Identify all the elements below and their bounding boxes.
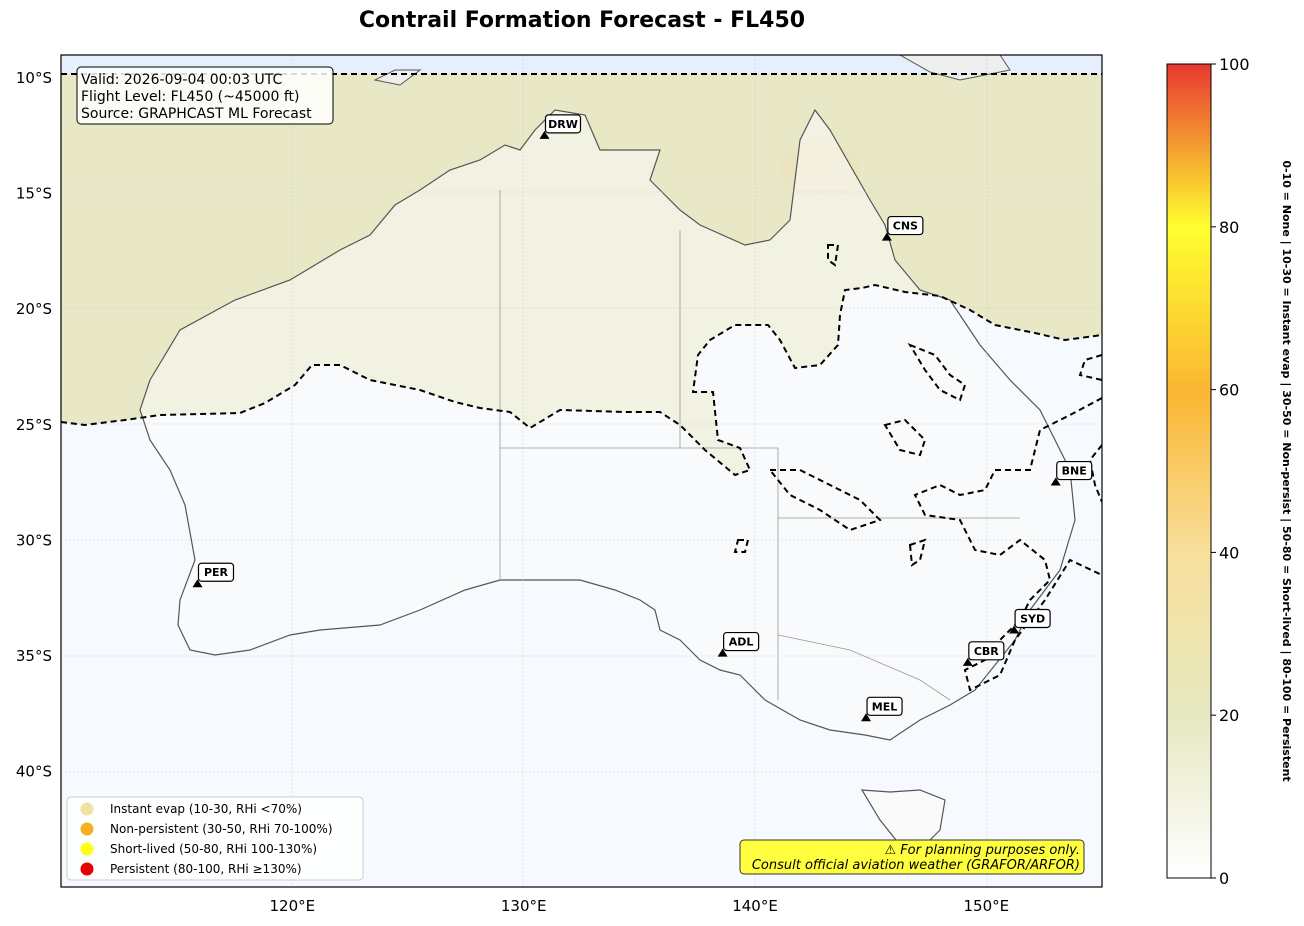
info-valid: Valid: 2026-09-04 00:03 UTC (81, 72, 282, 88)
legend-label: Instant evap (10-30, RHi <70%) (110, 802, 302, 816)
colorbar-label: 0-10 = None | 10-30 = Instant evap | 30-… (1280, 160, 1293, 781)
colorbar-tick-label: 100 (1219, 55, 1250, 74)
airport-marker-icon (539, 130, 550, 139)
airport-bne: BNE (1050, 460, 1093, 486)
legend-label: Persistent (80-100, RHi ≥130%) (110, 862, 302, 876)
airport-cbr: CBR (962, 641, 1005, 666)
legend-swatch (80, 802, 94, 816)
disclaimer-box: ⚠ For planning purposes only. Consult of… (739, 839, 1085, 875)
airport-marker-icon (1050, 477, 1061, 486)
airport-marker-icon (861, 713, 872, 722)
airport-cns: CNS (881, 215, 924, 241)
airport-marker-icon (1009, 625, 1020, 634)
airport-markers: DRW CNS BNE PER SYD ADL CBR MEL (192, 114, 1093, 722)
airport-marker-icon (881, 232, 892, 241)
map-title: Contrail Formation Forecast - FL450 (358, 8, 806, 33)
legend-label: Non-persistent (30-50, RHi 70-100%) (110, 822, 333, 836)
legend-swatch (80, 842, 94, 856)
colorbar-tick-label: 0 (1219, 869, 1229, 888)
airport-code-label: CNS (893, 220, 918, 233)
info-box: Valid: 2026-09-04 00:03 UTC Flight Level… (76, 66, 334, 125)
airport-adl: ADL (717, 631, 760, 657)
colorbar-tick-label: 60 (1219, 381, 1239, 400)
disclaimer-line-1: ⚠ For planning purposes only. (885, 843, 1081, 858)
tasmania (860, 789, 946, 851)
lon-tick-label: 140°E (732, 897, 778, 915)
island (373, 69, 422, 86)
airport-marker-icon (192, 579, 203, 588)
lat-tick-label: 20°S (16, 300, 52, 318)
airport-code-label: MEL (872, 700, 897, 713)
legend-swatch (80, 862, 94, 876)
colorbar-tick-label: 40 (1219, 543, 1239, 562)
lat-tick-label: 35°S (16, 647, 52, 665)
legend-swatch (80, 822, 94, 836)
airport-code-label: BNE (1062, 465, 1087, 478)
latitude-labels: 10°S 15°S 20°S 25°S 30°S 35°S 40°S (16, 69, 52, 780)
state-borders (499, 190, 1020, 701)
airport-per: PER (192, 562, 235, 588)
airport-marker-icon (962, 657, 973, 666)
airport-drw: DRW (539, 114, 582, 139)
airport-code-label: ADL (729, 636, 754, 649)
airport-code-label: DRW (548, 118, 578, 131)
disclaimer-line-2: Consult official aviation weather (GRAFO… (752, 858, 1080, 873)
airport-syd: SYD (1009, 608, 1051, 634)
airport-mel: MEL (861, 696, 903, 722)
airport-code-label: CBR (974, 645, 999, 658)
lat-tick-label: 15°S (16, 185, 52, 203)
info-flight-level: Flight Level: FL450 (~45000 ft) (81, 89, 300, 105)
colorbar: 0 20 40 60 80 100 (1166, 55, 1250, 888)
airport-code-label: PER (204, 566, 229, 579)
australia-landmass (139, 108, 1076, 741)
airport-marker-icon (717, 648, 728, 657)
info-source: Source: GRAPHCAST ML Forecast (81, 106, 312, 122)
lat-tick-label: 30°S (16, 531, 52, 549)
legend: Instant evap (10-30, RHi <70%) Non-persis… (66, 796, 364, 881)
lat-tick-label: 40°S (16, 762, 52, 780)
lon-tick-label: 120°E (270, 897, 316, 915)
legend-label: Short-lived (50-80, RHi 100-130%) (110, 842, 317, 856)
colorbar-tick-label: 20 (1219, 706, 1239, 725)
lat-tick-label: 10°S (16, 69, 52, 87)
lon-tick-label: 130°E (501, 897, 547, 915)
map-frame (60, 54, 1103, 888)
airport-code-label: SYD (1020, 612, 1045, 625)
colorbar-tick-label: 80 (1219, 218, 1239, 237)
gridlines (61, 55, 1102, 887)
lon-tick-label: 150°E (964, 897, 1010, 915)
lat-tick-label: 25°S (16, 416, 52, 434)
longitude-labels: 120°E 130°E 140°E 150°E (270, 897, 1010, 915)
